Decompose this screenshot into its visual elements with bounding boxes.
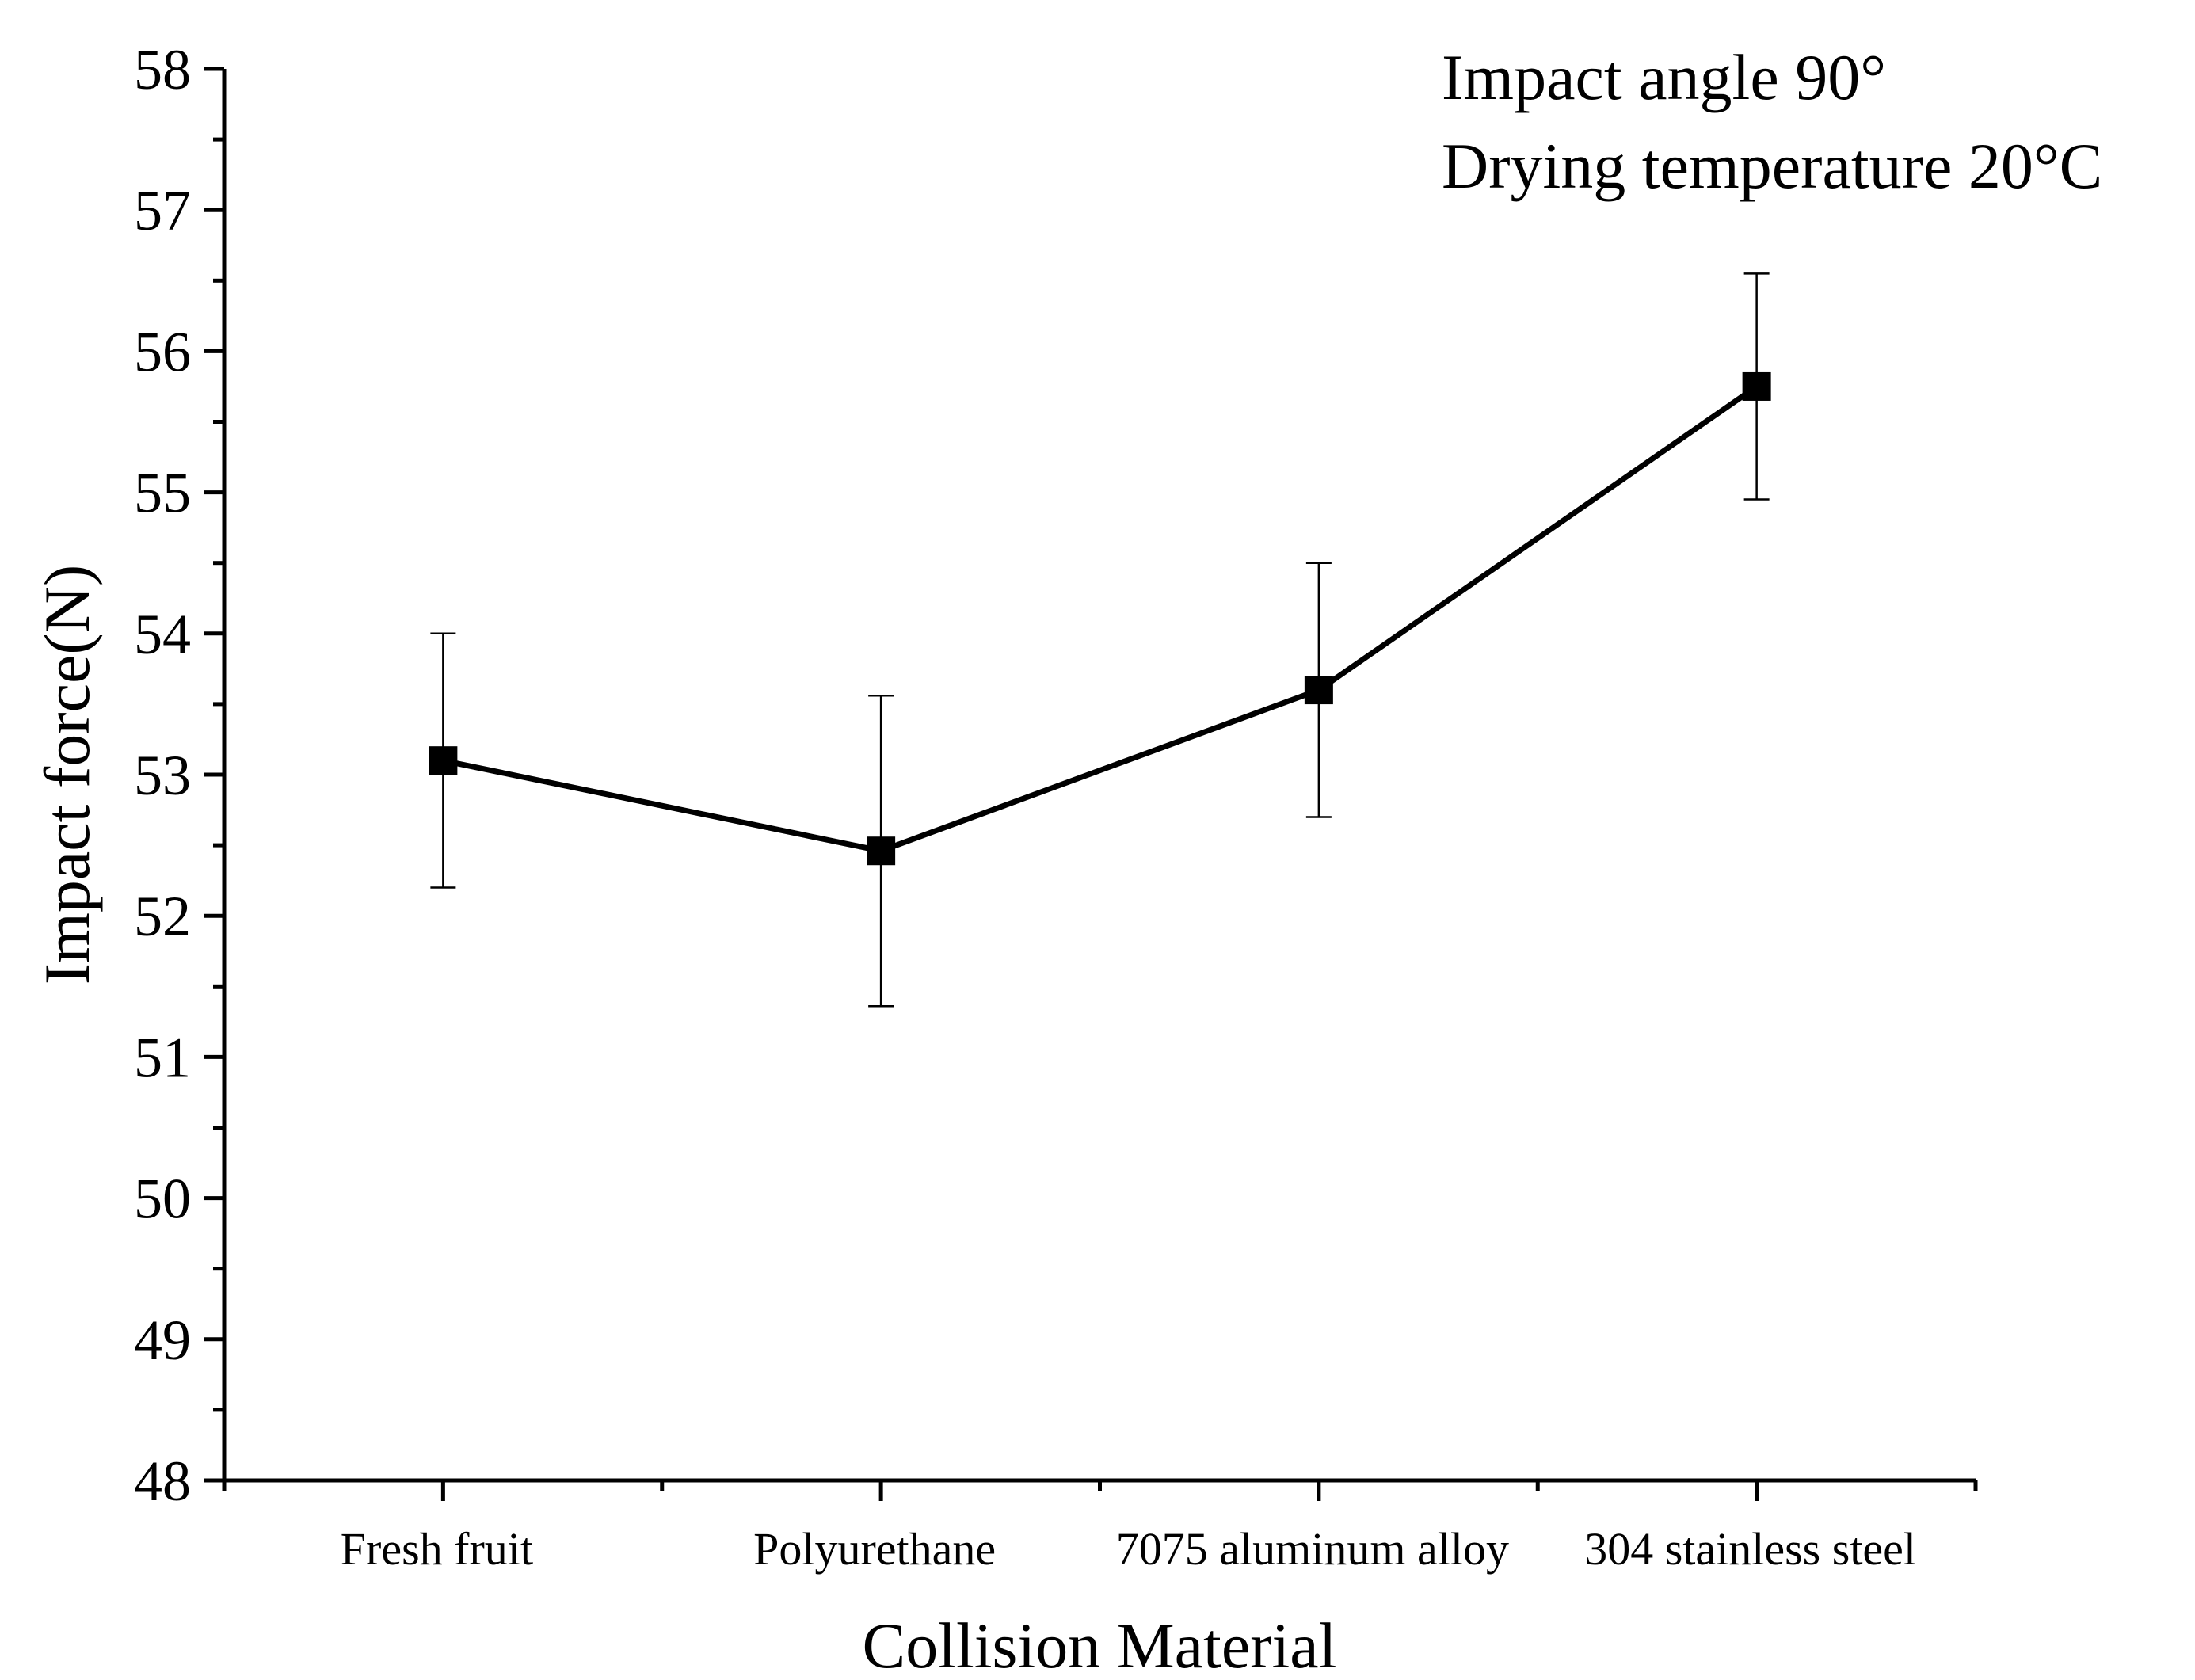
x-tick-label: Polyurethane: [753, 1523, 996, 1575]
y-tick-label: 53: [134, 744, 191, 807]
series-line: [442, 384, 1759, 854]
x-tick-label: Fresh fruit: [341, 1523, 533, 1575]
y-tick-label: 48: [134, 1450, 191, 1513]
data-point-marker: [429, 746, 458, 775]
y-tick-label: 50: [134, 1168, 191, 1231]
y-tick-label: 57: [134, 179, 191, 242]
data-point-marker: [1304, 676, 1333, 705]
y-axis-title: Impact force(N): [31, 565, 103, 985]
y-ticks: 48 49 50 51 52 53 54 55 56 57 58: [134, 38, 224, 1513]
data-point-marker: [867, 836, 896, 866]
annotation-impact-angle: Impact angle 90°: [1442, 41, 1886, 113]
series: [429, 272, 1771, 1008]
y-tick-label: 51: [134, 1026, 191, 1089]
x-tick-label: 304 stainless steel: [1584, 1523, 1916, 1575]
annotation-drying-temperature: Drying temperature 20°C: [1442, 130, 2102, 202]
y-tick-label: 49: [134, 1309, 191, 1372]
x-axis-title: Collision Material: [863, 1610, 1337, 1680]
axes: [222, 69, 1976, 1483]
x-ticks: Fresh fruit Polyurethane 7075 aluminum all…: [222, 1480, 1978, 1575]
y-tick-label: 52: [134, 885, 191, 948]
data-point-marker: [1742, 371, 1771, 401]
y-tick-label: 56: [134, 320, 191, 383]
y-tick-label: 54: [134, 603, 191, 666]
y-tick-label: 58: [134, 38, 191, 101]
y-tick-label: 55: [134, 462, 191, 525]
x-tick-label: 7075 aluminum alloy: [1116, 1523, 1509, 1575]
